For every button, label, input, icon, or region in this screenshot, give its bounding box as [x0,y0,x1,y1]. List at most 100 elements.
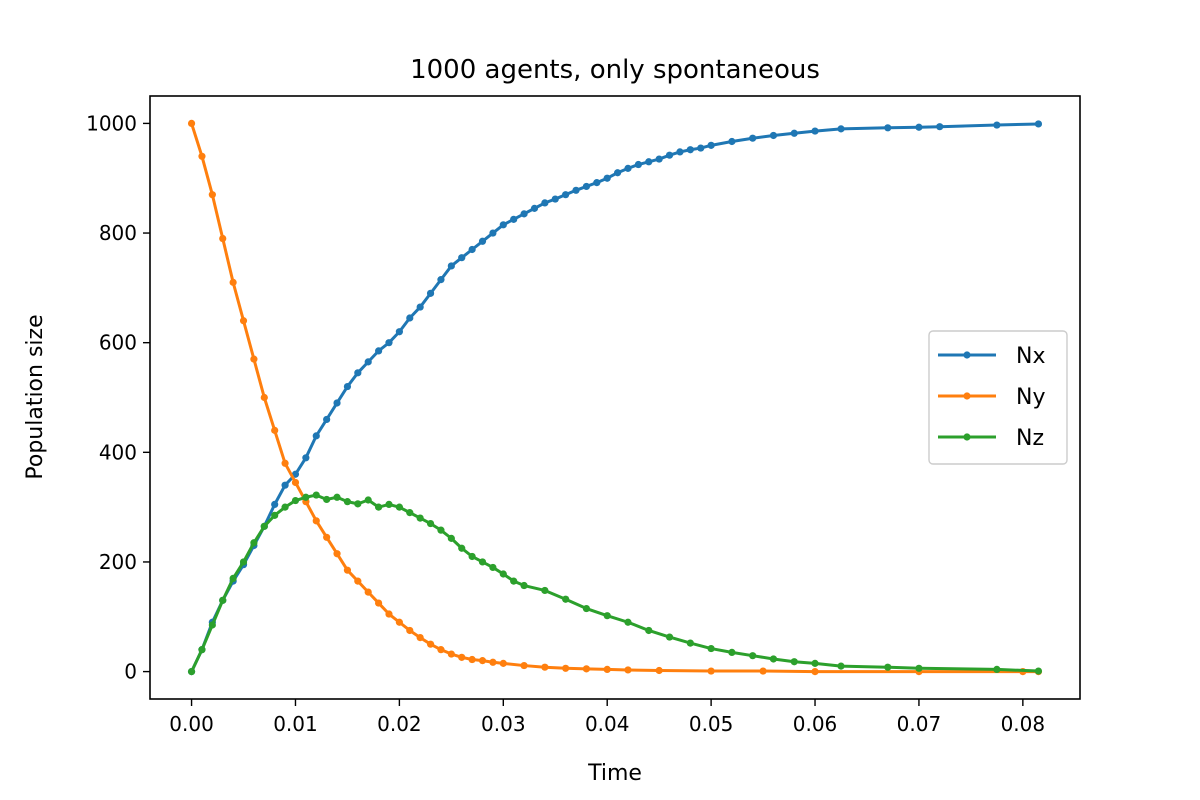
y-tick-label: 200 [99,550,137,574]
data-point [624,618,632,626]
data-point [447,650,455,658]
data-point [354,577,362,585]
data-point [281,481,289,489]
data-point [312,517,320,525]
plot-area [149,95,1081,700]
data-point [499,570,507,578]
data-point [665,633,674,641]
data-point [562,664,570,672]
data-point [208,621,216,629]
data-point [333,550,341,558]
legend-frame [928,330,1068,465]
series-nx [187,120,1043,676]
data-point [302,454,310,462]
data-point [375,599,383,607]
legend-label: Nz [1016,426,1044,451]
data-point [603,665,611,674]
data-point [354,500,362,508]
data-point [426,519,435,528]
data-point [271,511,279,519]
x-tick-label: 0.00 [169,712,214,736]
data-point [426,640,435,648]
data-point [478,237,487,245]
data-point [915,664,923,672]
y-tick-label: 1000 [86,111,137,135]
x-axis-label: Time [587,761,642,786]
data-point [993,665,1001,674]
data-point [582,182,591,191]
data-point [634,160,642,169]
data-point [541,586,549,595]
data-point [260,393,268,402]
data-point [915,123,923,131]
data-point [437,526,445,534]
data-point [478,558,487,566]
data-point [811,659,819,667]
data-point [458,653,466,661]
data-point [811,667,819,676]
data-point [749,652,757,660]
data-point [250,539,258,547]
data-point [437,276,445,284]
data-point [395,328,403,336]
data-point [478,657,487,665]
data-point [426,289,435,297]
x-tick-label: 0.04 [585,712,630,736]
data-point [749,134,757,142]
legend-entry: Ny [938,385,1045,410]
data-point [239,317,248,325]
data-point [499,659,507,667]
data-point [395,618,403,626]
series-nz [187,491,1043,676]
data-point [208,191,216,199]
data-point [530,204,539,212]
data-point [489,658,497,666]
data-point [510,215,518,223]
data-point [655,155,663,163]
data-point [250,355,258,363]
data-point [593,179,601,187]
x-tick-label: 0.08 [1001,712,1046,736]
data-point [187,667,196,676]
data-point [562,191,570,199]
data-point [489,229,497,237]
data-point [728,648,736,657]
data-point [323,533,331,541]
data-point [790,658,798,666]
y-axis: 0 200 400 600 800 1000 [86,111,150,684]
data-point [333,399,341,407]
data-point [572,186,580,194]
data-point [312,491,320,499]
legend-label: Nx [1016,344,1045,369]
data-point [707,667,715,675]
series-layer [187,119,1043,676]
data-point [271,426,279,434]
legend-label: Ny [1016,385,1045,410]
data-point [385,500,393,508]
series-line [190,493,1039,673]
data-point [468,655,476,664]
data-point [520,581,528,590]
data-point [697,144,705,152]
data-point [520,210,528,218]
data-point [271,500,279,508]
x-tick-label: 0.06 [793,712,838,736]
data-point [614,169,622,177]
data-point [219,234,227,243]
data-point [354,369,362,377]
data-point [437,646,445,654]
data-point [837,662,845,670]
data-point [343,498,352,506]
x-axis: 0.00 0.01 0.02 0.03 0.04 0.05 0.06 0.07 0.08 [169,699,1045,736]
data-point [645,626,653,635]
data-point [312,432,320,440]
data-point [993,121,1001,129]
legend-entry: Nz [938,426,1044,451]
data-point [364,588,372,596]
data-point [551,195,559,203]
data-point [447,534,455,542]
x-tick-label: 0.03 [481,712,526,736]
data-point [884,124,892,132]
x-tick-label: 0.07 [897,712,942,736]
data-point [198,646,206,654]
